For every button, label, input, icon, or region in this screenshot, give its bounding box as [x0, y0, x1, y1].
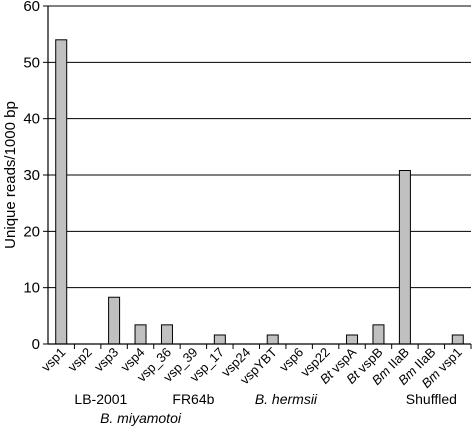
y-tick-label: 40	[23, 111, 40, 128]
bar	[55, 39, 68, 345]
bars	[55, 39, 464, 345]
bar	[266, 334, 279, 345]
y-tick-label: 0	[32, 336, 40, 353]
axes	[47, 6, 472, 349]
y-tick-label: 50	[23, 54, 40, 71]
species-label: B. miyamotoi	[100, 410, 182, 426]
bar	[398, 169, 411, 345]
group-label: LB-2001	[74, 391, 127, 407]
bar	[451, 334, 464, 345]
group-label: FR64b	[172, 391, 214, 407]
y-tick-label: 30	[23, 167, 40, 184]
group-labels: LB-2001 FR64b Shuffled B. miyamotoi B. herms…	[74, 391, 457, 426]
group-label: Shuffled	[406, 391, 457, 407]
bar	[108, 296, 121, 345]
y-axis-ticks: 0 10 20 30 40 50 60	[23, 0, 48, 353]
x-axis-labels: vsp1vsp2vsp3vsp4vsp_36vsp_39vsp_17vsp24v…	[38, 344, 465, 391]
x-tick-label: vsp3	[91, 345, 121, 375]
species-label: B. hermsii	[255, 391, 318, 407]
y-tick-label: 10	[23, 280, 40, 297]
x-tick-label: vsp2	[65, 345, 95, 375]
bar	[134, 324, 147, 345]
bar	[372, 324, 385, 345]
bar	[346, 334, 359, 345]
bar	[213, 334, 226, 345]
y-tick-label: 20	[23, 223, 40, 240]
y-axis-label: Unique reads/1000 bp	[2, 101, 19, 249]
y-tick-label: 60	[23, 0, 40, 15]
x-tick-label: vsp1	[38, 345, 68, 375]
bar	[160, 324, 173, 345]
